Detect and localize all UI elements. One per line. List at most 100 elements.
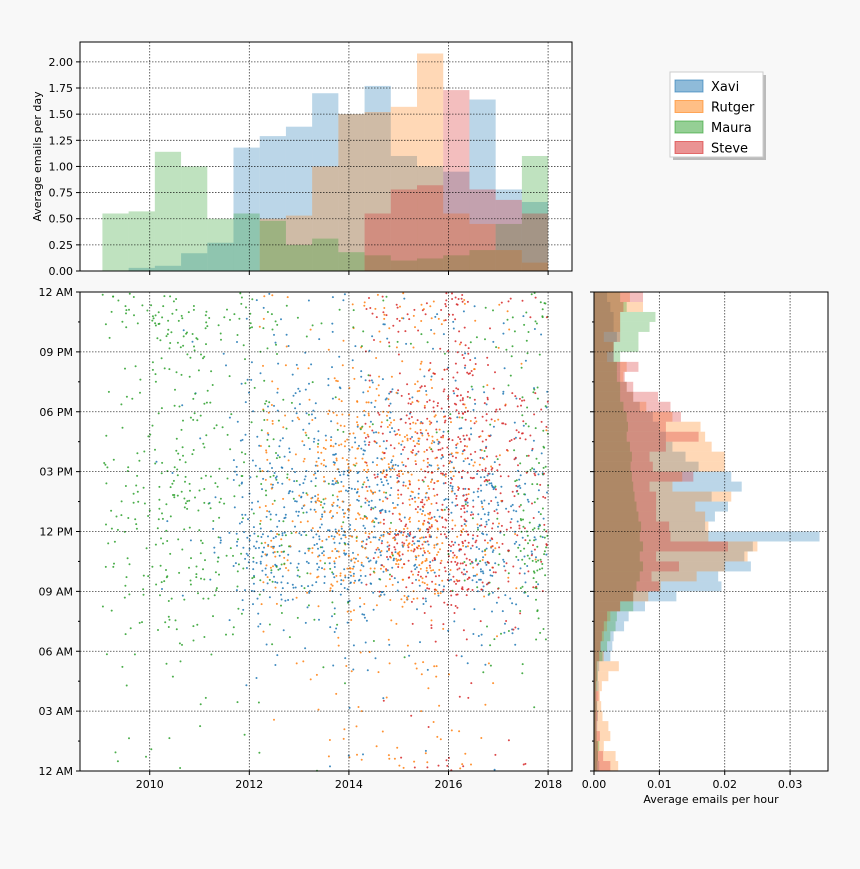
scatter-point-rutger (375, 357, 378, 359)
scatter-point-xavi (280, 581, 283, 584)
scatter-point-xavi (309, 508, 312, 511)
scatter-point-xavi (512, 509, 515, 512)
scatter-point-maura (503, 533, 506, 536)
scatter-point-steve (542, 495, 545, 498)
scatter-point-steve (504, 423, 507, 426)
scatter-point-xavi (488, 482, 491, 485)
scatter-point-xavi (321, 567, 323, 570)
scatter-point-xavi (274, 535, 277, 538)
scatter-point-rutger (416, 597, 419, 600)
scatter-point-rutger (378, 330, 381, 333)
scatter-point-xavi (252, 568, 255, 571)
scatter-point-maura (389, 573, 391, 576)
scatter-point-maura (535, 322, 538, 325)
hbar-maura (594, 451, 632, 462)
scatter-point-xavi (274, 341, 277, 344)
scatter-point-rutger (416, 442, 419, 445)
scatter-point-steve (450, 594, 453, 597)
scatter-point-xavi (238, 522, 241, 525)
scatter-point-maura (329, 567, 332, 570)
scatter-point-maura (174, 388, 176, 391)
hbar-steve (594, 301, 624, 312)
scatter-point-steve (504, 404, 507, 407)
scatter-point-rutger (401, 566, 404, 569)
scatter-point-maura (253, 386, 256, 389)
scatter-point-xavi (384, 398, 387, 401)
scatter-point-xavi (254, 547, 257, 550)
scatter-point-maura (274, 320, 277, 323)
scatter-point-rutger (381, 458, 384, 461)
scatter-point-xavi (466, 510, 469, 513)
hbar-rutger (594, 441, 712, 452)
scatter-point-steve (544, 496, 547, 499)
scatter-point-maura (519, 504, 522, 506)
scatter-point-maura (362, 483, 365, 486)
scatter-point-xavi (480, 570, 482, 573)
scatter-point-xavi (340, 537, 343, 540)
scatter-point-xavi (417, 492, 420, 495)
scatter-point-rutger (393, 757, 396, 760)
scatter-point-maura (210, 653, 213, 656)
scatter-point-steve (381, 564, 384, 567)
scatter-point-steve (459, 394, 462, 397)
scatter-point-maura (104, 565, 107, 568)
scatter-point-steve (412, 449, 414, 452)
scatter-point-rutger (472, 464, 475, 467)
scatter-point-xavi (386, 550, 389, 553)
scatter-point-maura (469, 341, 472, 344)
scatter-point-maura (151, 368, 154, 371)
scatter-point-rutger (325, 439, 328, 442)
scatter-point-maura (188, 566, 190, 569)
scatter-point-rutger (377, 556, 380, 559)
hbar-steve (594, 601, 621, 612)
scatter-point-steve (459, 534, 462, 536)
scatter-point-maura (275, 452, 277, 454)
scatter-point-xavi (252, 582, 255, 585)
scatter-point-xavi (492, 425, 495, 428)
scatter-point-rutger (406, 544, 409, 547)
scatter-point-steve (457, 298, 460, 300)
scatter-point-steve (519, 612, 522, 615)
scatter-point-rutger (407, 549, 410, 552)
scatter-point-xavi (382, 484, 385, 487)
scatter-point-maura (258, 593, 261, 596)
scatter-point-steve (543, 472, 545, 475)
hbar-xavi (594, 571, 719, 582)
scatter-point-maura (517, 546, 520, 549)
scatter-point-steve (428, 535, 431, 538)
scatter-point-steve (421, 479, 424, 482)
scatter-point-steve (421, 309, 424, 312)
scatter-point-rutger (425, 559, 428, 562)
hbar-xavi (594, 441, 673, 452)
scatter-point-rutger (421, 581, 424, 584)
scatter-point-rutger (345, 665, 348, 667)
scatter-point-maura (482, 385, 485, 388)
scatter-point-xavi (388, 392, 391, 395)
scatter-point-xavi (323, 575, 326, 578)
scatter-point-steve (491, 527, 494, 530)
scatter-point-xavi (418, 584, 421, 587)
scatter-point-xavi (494, 496, 497, 499)
scatter-point-steve (532, 544, 534, 547)
scatter-point-maura (422, 480, 425, 483)
scatter-point-xavi (477, 495, 480, 498)
scatter-point-maura (544, 638, 547, 641)
scatter-point-rutger (270, 404, 273, 406)
scatter-point-maura (203, 501, 206, 504)
scatter-point-maura (268, 445, 271, 448)
scatter-point-rutger (423, 404, 426, 407)
scatter-point-maura (176, 341, 179, 344)
scatter-point-xavi (476, 590, 479, 593)
hbar-maura (594, 321, 650, 332)
scatter-point-xavi (444, 498, 447, 500)
scatter-point-steve (507, 300, 510, 303)
scatter-point-steve (472, 505, 475, 508)
scatter-point-maura (139, 391, 141, 394)
scatter-point-rutger (414, 383, 417, 386)
scatter-point-maura (391, 554, 394, 557)
scatter-point-maura (535, 457, 538, 460)
scatter-point-maura (536, 545, 539, 548)
scatter-point-xavi (181, 594, 184, 597)
scatter-point-xavi (382, 440, 385, 443)
